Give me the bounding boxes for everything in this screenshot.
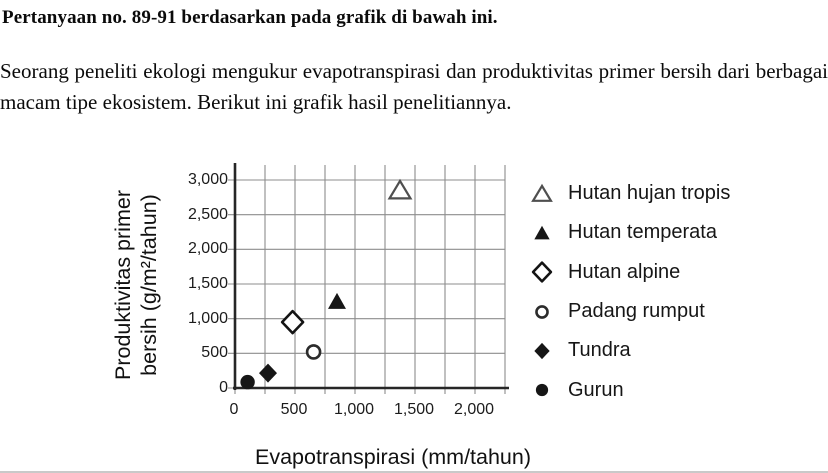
question-header: Pertanyaan no. 89-91 berdasarkan pada gr… bbox=[2, 7, 498, 28]
legend-marker bbox=[535, 384, 549, 397]
legend-label: Hutan hujan tropis bbox=[568, 182, 731, 205]
circle-filled-icon bbox=[535, 384, 549, 397]
x-axis-title: Evapotranspirasi (mm/tahun) bbox=[254, 445, 532, 469]
scatter-chart: Produktivitas primer bersih (g/m²/tahun)… bbox=[0, 130, 828, 473]
diamond-open-icon bbox=[280, 309, 305, 335]
legend-item: Gurun bbox=[529, 370, 730, 409]
x-tick-label: 1,500 bbox=[393, 401, 435, 418]
circle-filled-icon bbox=[240, 374, 255, 390]
legend-item: Hutan temperata bbox=[529, 213, 730, 252]
y-tick-label: 500 bbox=[201, 344, 228, 362]
circle-open-icon bbox=[305, 344, 322, 360]
diamond-open-icon bbox=[531, 261, 553, 283]
legend-item: Hutan alpine bbox=[529, 253, 730, 292]
legend-label: Hutan alpine bbox=[568, 260, 681, 283]
y-tick-label: 2,000 bbox=[187, 240, 228, 258]
legend-item: Hutan hujan tropis bbox=[529, 174, 730, 213]
x-tick-label: 0 bbox=[229, 401, 239, 418]
diamond-filled-icon bbox=[534, 342, 550, 359]
legend-marker bbox=[534, 342, 550, 359]
legend-item: Tundra bbox=[529, 331, 730, 370]
triangle-filled-icon bbox=[328, 292, 346, 309]
chart-legend: Hutan hujan tropis Hutan temperata Hutan a… bbox=[529, 174, 730, 410]
y-tick-label: 1,000 bbox=[187, 309, 228, 327]
y-axis-title: Produktivitas primer bersih (g/m²/tahun) bbox=[110, 190, 162, 380]
circle-open-icon bbox=[535, 304, 549, 319]
y-axis-title-line2: bersih (g/m²/tahun) bbox=[137, 194, 161, 376]
triangle-open-icon bbox=[387, 178, 413, 200]
y-axis-title-line1: Produktivitas primer bbox=[111, 190, 135, 380]
legend-label: Tundra bbox=[568, 339, 631, 362]
legend-item: Padang rumput bbox=[529, 292, 730, 331]
legend-marker bbox=[535, 304, 549, 319]
legend-marker bbox=[531, 183, 553, 202]
diamond-filled-icon bbox=[259, 363, 277, 383]
legend-marker bbox=[531, 261, 553, 283]
triangle-open-icon bbox=[531, 183, 553, 202]
x-tick-label: 500 bbox=[280, 401, 308, 418]
bottom-border bbox=[0, 471, 828, 473]
legend-label: Hutan temperata bbox=[568, 221, 717, 244]
legend-label: Gurun bbox=[568, 378, 624, 401]
legend-marker bbox=[534, 225, 550, 240]
intro-paragraph: Seorang peneliti ekologi mengukur evapot… bbox=[0, 59, 828, 114]
y-tick-label: 3,000 bbox=[187, 171, 228, 188]
y-tick-label: 0 bbox=[219, 379, 228, 396]
x-tick-label: 1,000 bbox=[333, 401, 375, 418]
triangle-filled-icon bbox=[534, 225, 550, 240]
y-tick-label: 1,500 bbox=[187, 275, 228, 292]
legend-label: Padang rumput bbox=[568, 300, 705, 323]
x-tick-label: 2,000 bbox=[453, 401, 495, 418]
y-tick-label: 2,500 bbox=[187, 205, 228, 223]
